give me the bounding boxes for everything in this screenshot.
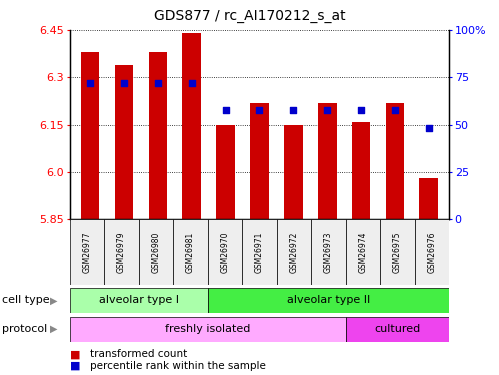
Point [425, 126, 433, 132]
Point [391, 106, 399, 112]
Bar [149, 52, 167, 219]
Text: transformed count: transformed count [90, 350, 187, 359]
Bar [386, 103, 404, 219]
Bar [420, 178, 438, 219]
Bar [250, 103, 269, 219]
Bar [81, 52, 99, 219]
Bar [242, 219, 277, 285]
Bar [70, 316, 346, 342]
Bar [352, 122, 370, 219]
Bar [318, 103, 336, 219]
Text: cell type: cell type [2, 296, 50, 305]
Text: GSM26977: GSM26977 [83, 231, 92, 273]
Bar [173, 219, 208, 285]
Bar [139, 219, 173, 285]
Bar [70, 288, 208, 313]
Text: ▶: ▶ [49, 296, 57, 305]
Bar [346, 316, 449, 342]
Text: GDS877 / rc_AI170212_s_at: GDS877 / rc_AI170212_s_at [154, 9, 345, 23]
Bar [208, 219, 242, 285]
Bar [208, 288, 449, 313]
Point [120, 80, 128, 86]
Bar [380, 219, 415, 285]
Point [323, 106, 331, 112]
Bar [311, 219, 346, 285]
Text: GSM26971: GSM26971 [255, 231, 264, 273]
Text: alveolar type I: alveolar type I [99, 296, 179, 305]
Bar [183, 33, 201, 219]
Bar [70, 219, 104, 285]
Text: percentile rank within the sample: percentile rank within the sample [90, 361, 265, 370]
Text: freshly isolated: freshly isolated [165, 324, 250, 334]
Text: ■: ■ [70, 350, 80, 359]
Text: GSM26972: GSM26972 [289, 231, 298, 273]
Text: GSM26970: GSM26970 [221, 231, 230, 273]
Text: protocol: protocol [2, 324, 48, 334]
Text: GSM26976: GSM26976 [427, 231, 436, 273]
Bar [284, 125, 303, 219]
Bar [346, 219, 380, 285]
Text: ■: ■ [70, 361, 80, 370]
Point [222, 106, 230, 112]
Text: GSM26980: GSM26980 [152, 231, 161, 273]
Point [255, 106, 263, 112]
Text: GSM26973: GSM26973 [324, 231, 333, 273]
Text: GSM26975: GSM26975 [393, 231, 402, 273]
Text: cultured: cultured [374, 324, 421, 334]
Point [357, 106, 365, 112]
Text: ▶: ▶ [49, 324, 57, 334]
Text: GSM26979: GSM26979 [117, 231, 126, 273]
Point [188, 80, 196, 86]
Text: GSM26974: GSM26974 [358, 231, 367, 273]
Bar [104, 219, 139, 285]
Point [86, 80, 94, 86]
Point [289, 106, 297, 112]
Text: alveolar type II: alveolar type II [287, 296, 370, 305]
Bar [277, 219, 311, 285]
Bar [216, 125, 235, 219]
Point [154, 80, 162, 86]
Bar [415, 219, 449, 285]
Text: GSM26981: GSM26981 [186, 231, 195, 273]
Bar [115, 65, 133, 219]
